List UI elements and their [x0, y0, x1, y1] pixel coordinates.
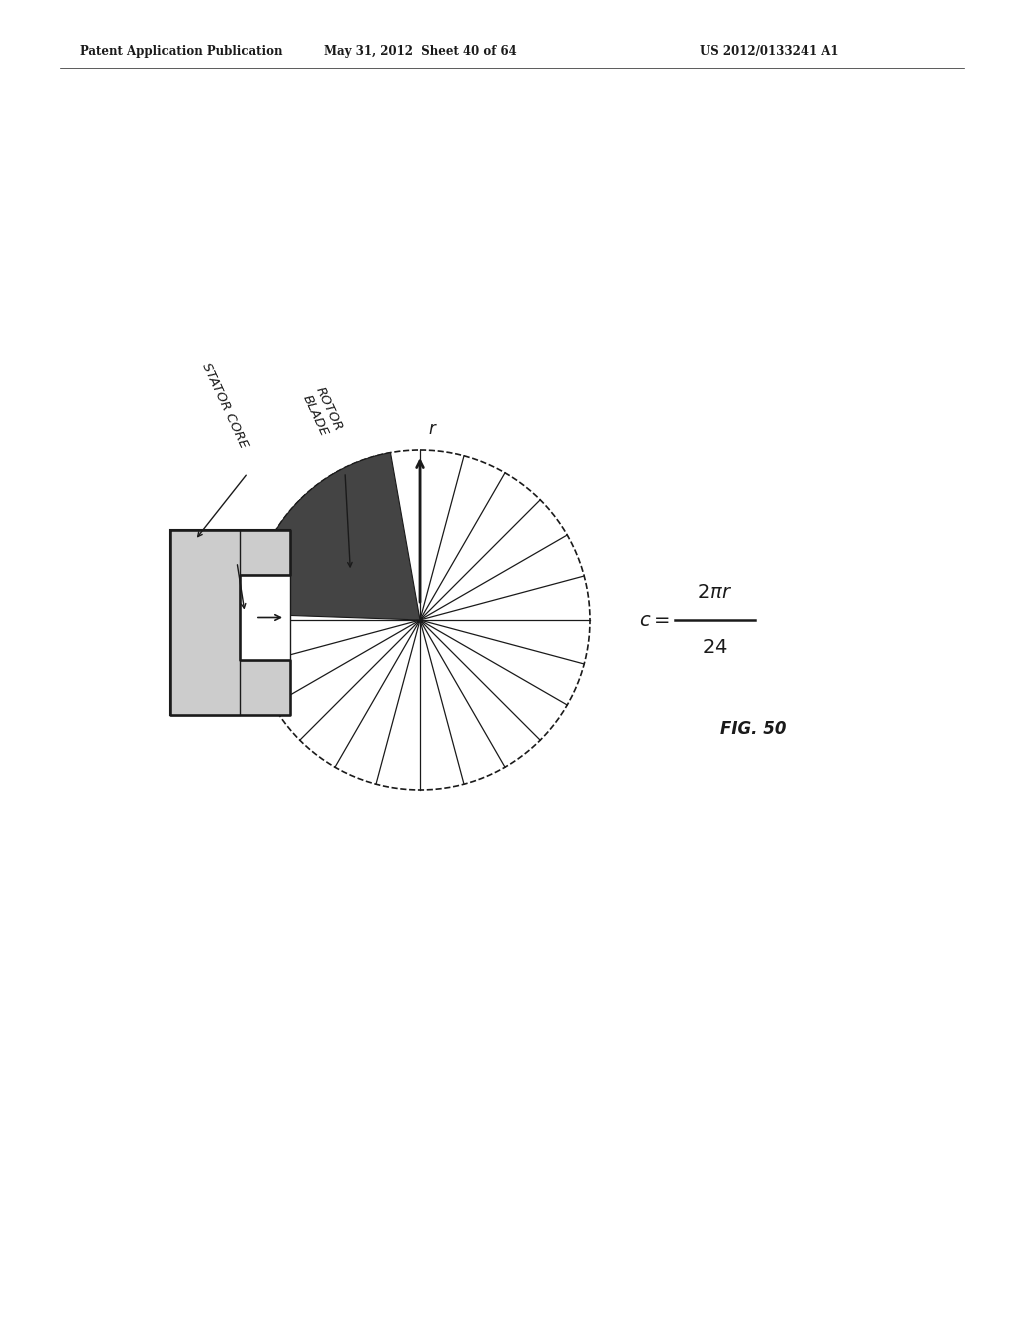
Text: c: c — [220, 546, 229, 564]
Polygon shape — [170, 531, 290, 715]
Text: $2\pi r$: $2\pi r$ — [697, 583, 732, 602]
Text: $24$: $24$ — [702, 638, 728, 657]
Text: FIG. 50: FIG. 50 — [720, 719, 786, 738]
Polygon shape — [170, 531, 240, 715]
Polygon shape — [172, 576, 240, 660]
Polygon shape — [170, 660, 290, 715]
Text: r: r — [428, 420, 435, 438]
Polygon shape — [170, 531, 290, 576]
Text: May 31, 2012  Sheet 40 of 64: May 31, 2012 Sheet 40 of 64 — [324, 45, 516, 58]
Text: Patent Application Publication: Patent Application Publication — [80, 45, 283, 58]
Text: ROTOR
BLADE: ROTOR BLADE — [299, 385, 345, 440]
Polygon shape — [250, 453, 420, 620]
Text: STATOR CORE: STATOR CORE — [200, 360, 251, 450]
Text: US 2012/0133241 A1: US 2012/0133241 A1 — [700, 45, 839, 58]
Text: $c=$: $c=$ — [639, 610, 670, 630]
Polygon shape — [240, 576, 290, 660]
